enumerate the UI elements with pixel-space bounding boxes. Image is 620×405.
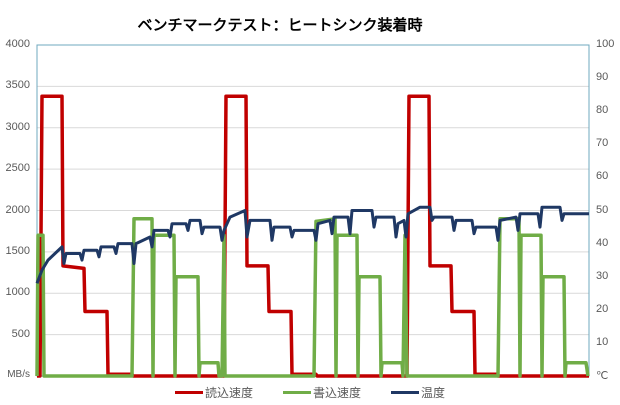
right-tick-label: 80 — [596, 104, 609, 117]
right-tick-label: 70 — [596, 137, 609, 150]
temp-swatch-icon — [391, 391, 419, 394]
left-tick-label: 2000 — [5, 203, 30, 216]
series-line — [37, 94, 589, 378]
left-tick-label: 1500 — [5, 244, 30, 257]
legend-label-read: 読込速度 — [204, 386, 253, 400]
series-line — [35, 205, 589, 284]
left-tick-label: 3500 — [5, 79, 30, 92]
legend: 読込速度 書込速度 温度 — [0, 384, 620, 401]
right-tick-label: 50 — [596, 203, 609, 216]
right-tick-label: 100 — [596, 38, 615, 50]
left-tick-label: 4000 — [5, 38, 30, 50]
legend-item-read: 読込速度 — [174, 384, 253, 401]
left-tick-label: 2500 — [5, 162, 30, 175]
read-swatch-icon — [174, 391, 203, 394]
left-axis-unit: MB/s — [7, 369, 30, 380]
legend-label-temp: 温度 — [421, 386, 446, 400]
right-tick-label: 10 — [596, 335, 609, 348]
legend-item-temp: 温度 — [391, 384, 445, 401]
legend-item-write: 書込速度 — [282, 384, 361, 401]
right-tick-label: 30 — [596, 269, 609, 282]
legend-label-write: 書込速度 — [312, 386, 361, 400]
right-tick-label: 60 — [596, 170, 609, 183]
chart-title: ベンチマークテスト：ヒートシンク装着時 — [137, 16, 423, 34]
series-line — [35, 217, 590, 378]
write-swatch-icon — [282, 391, 311, 394]
left-tick-label: 1000 — [5, 286, 30, 299]
right-tick-label: 90 — [596, 71, 609, 84]
left-tick-label: 500 — [11, 327, 30, 340]
right-axis-unit: ℃ — [596, 370, 609, 382]
right-tick-label: 20 — [596, 302, 609, 315]
right-tick-label: 40 — [596, 236, 609, 249]
left-tick-label: 3000 — [5, 120, 30, 133]
